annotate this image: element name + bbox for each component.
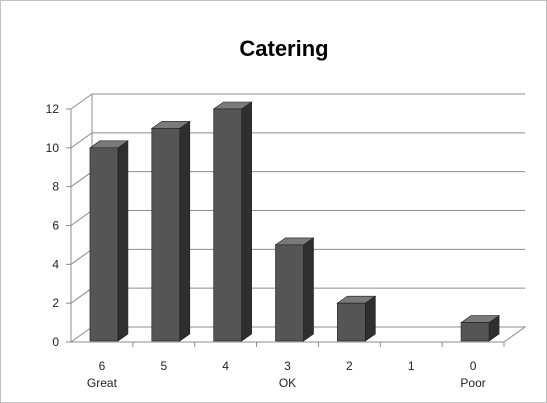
y-tick-label: 0 — [52, 335, 59, 349]
bar — [212, 101, 253, 342]
x-tick-label: 6 — [99, 359, 106, 373]
gridline — [70, 132, 525, 149]
x-tick-sublabel: OK — [279, 376, 296, 390]
gridline — [70, 93, 525, 110]
x-tick-label: 1 — [408, 359, 415, 373]
x-tick-sublabel: Great — [87, 376, 118, 390]
bar — [150, 120, 191, 342]
x-tick-label: 5 — [160, 359, 167, 373]
bar — [88, 140, 129, 342]
gridline — [70, 171, 525, 188]
chart-title: Catering — [239, 36, 328, 61]
axis-layer — [66, 108, 505, 347]
y-tick-label: 10 — [46, 141, 60, 155]
y-tick-label: 12 — [46, 102, 60, 116]
x-tick-label: 4 — [222, 359, 229, 373]
x-tick-label: 0 — [470, 359, 477, 373]
bar — [460, 315, 501, 342]
bar — [274, 237, 315, 342]
bar-layer — [88, 101, 501, 342]
gridline — [70, 210, 525, 226]
y-tick-label: 8 — [52, 180, 59, 194]
y-tick-label: 2 — [52, 296, 59, 310]
bar — [336, 295, 377, 342]
x-tick-sublabel: Poor — [460, 376, 485, 390]
x-tick-label: 2 — [346, 359, 353, 373]
y-tick-label: 6 — [52, 219, 59, 233]
x-tick-label: 3 — [284, 359, 291, 373]
y-tick-label: 4 — [52, 257, 59, 271]
